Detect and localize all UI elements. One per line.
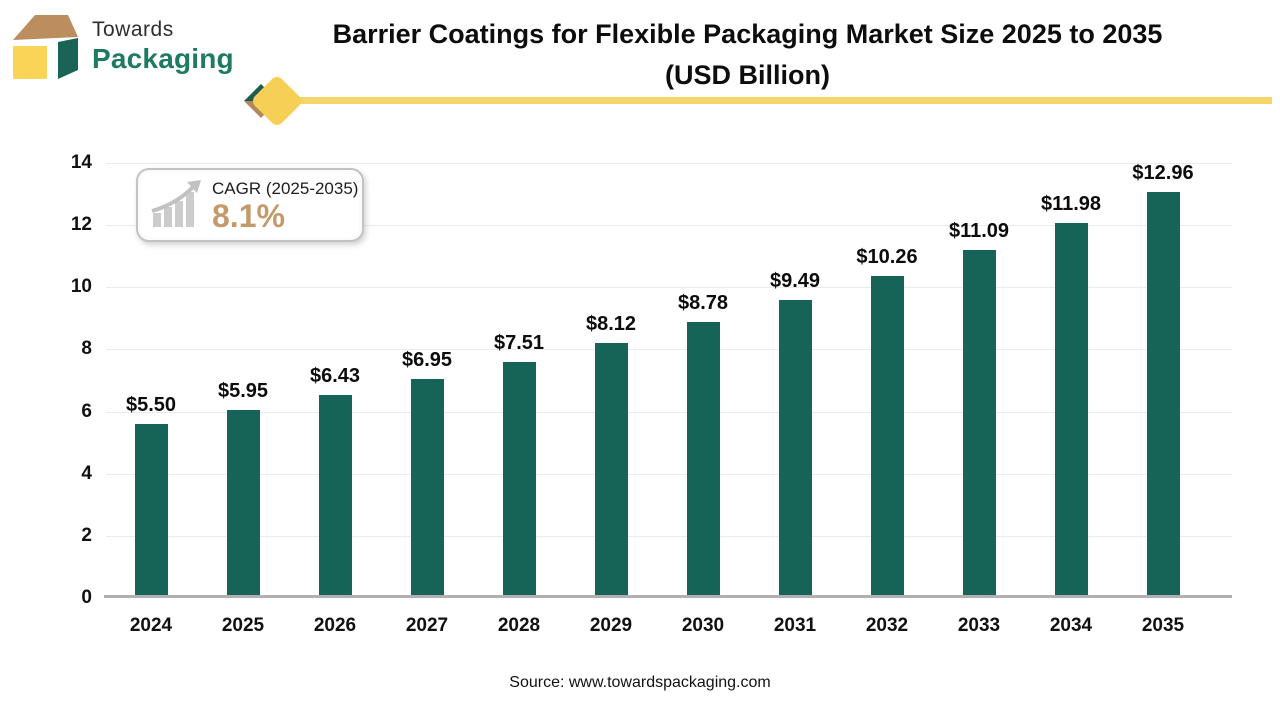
cagr-label: CAGR (2025-2035): [212, 178, 359, 198]
y-tick-label: 8: [81, 338, 92, 360]
bar: [962, 250, 996, 595]
bar-value-label: $7.51: [493, 331, 545, 354]
bar: [318, 395, 352, 595]
gridline: [106, 535, 1232, 537]
y-tick-label: 0: [81, 587, 92, 608]
bar: [594, 342, 628, 595]
bar: [502, 361, 536, 595]
x-tick-label: 2032: [865, 615, 909, 636]
cagr-text: CAGR (2025-2035) 8.1%: [212, 179, 358, 232]
brand-logo: Towards Packaging: [8, 10, 234, 84]
cube-logo-icon: [13, 15, 78, 79]
x-tick-label: 2024: [129, 615, 173, 636]
x-tick-label: 2033: [957, 615, 1001, 636]
bar-value-label: $12.96: [1132, 162, 1194, 185]
x-tick-label: 2025: [221, 615, 265, 636]
y-tick-label: 14: [70, 152, 92, 173]
x-tick-label: 2031: [773, 615, 817, 636]
gridline: [106, 411, 1232, 413]
x-axis: 2024 2025 2026 2027 2028 2029 2030 2031 2032 2033…: [104, 615, 1232, 643]
bar-value-label: $6.43: [309, 365, 361, 388]
chart-title-line1: Barrier Coatings for Flexible Packaging …: [332, 19, 1163, 49]
brand-name-line1: Towards: [92, 18, 174, 41]
chart-title-line2: (USD Billion): [665, 60, 830, 90]
cagr-value: 8.1%: [212, 197, 285, 234]
divider-line: [297, 97, 1272, 104]
bar-value-label: $11.98: [1040, 192, 1102, 215]
bar-value-label: $5.50: [125, 394, 177, 417]
gridline: [106, 225, 1232, 227]
x-tick-label: 2034: [1049, 615, 1093, 636]
bar: [778, 300, 812, 595]
x-tick-label: 2026: [313, 615, 357, 636]
bar: [226, 410, 260, 595]
gridline: [106, 473, 1232, 475]
bar-value-label: $10.26: [856, 246, 918, 269]
bar-value-label: $9.49: [769, 270, 821, 293]
source-text: Source: www.towardspackaging.com: [509, 674, 771, 691]
gridline: [106, 163, 1232, 164]
x-tick-label: 2030: [681, 615, 725, 636]
x-tick-label: 2029: [589, 615, 633, 636]
cagr-badge: CAGR (2025-2035) 8.1%: [136, 168, 364, 242]
bar-value-label: $6.95: [401, 349, 453, 372]
bar: [686, 322, 720, 595]
y-tick-label: 2: [81, 524, 92, 546]
bar: [410, 379, 444, 595]
bar-value-label: $5.95: [217, 380, 269, 403]
bar-value-label: $8.78: [677, 292, 729, 315]
bar: [134, 424, 168, 595]
gridline: [106, 349, 1232, 351]
bar-value-label: $11.09: [948, 220, 1010, 243]
brand-name: Towards Packaging: [92, 18, 234, 75]
bar: [870, 276, 904, 595]
y-tick-label: 4: [81, 462, 92, 484]
x-tick-label: 2035: [1141, 615, 1185, 636]
x-tick-label: 2028: [497, 615, 541, 636]
bar-value-label: $8.12: [585, 312, 637, 335]
bar: [1146, 192, 1180, 595]
bar: [1054, 222, 1088, 595]
chart-title: Barrier Coatings for Flexible Packaging …: [255, 14, 1240, 96]
gridline: [106, 287, 1232, 289]
y-axis: 0 2 4 6 8 10 12 14: [40, 152, 92, 608]
x-tick-label: 2027: [405, 615, 449, 636]
y-tick-label: 6: [81, 400, 92, 422]
growth-chart-icon: [151, 180, 201, 227]
y-tick-label: 10: [70, 276, 92, 298]
brand-name-line2: Packaging: [92, 43, 234, 74]
plot-area: $5.50 $5.95 $6.43 $6.95 $7.51 $8.12 $8.78 $9.49…: [104, 162, 1232, 598]
y-tick-label: 12: [70, 214, 92, 236]
